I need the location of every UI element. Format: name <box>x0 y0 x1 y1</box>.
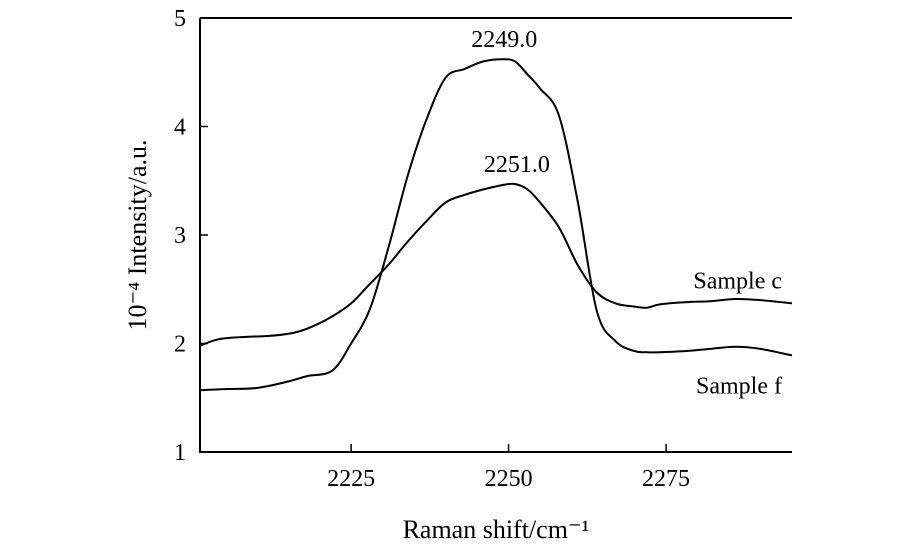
series-line-sample-c <box>199 182 793 347</box>
y-axis-title: 10⁻⁴ Intensity/a.u. <box>123 139 152 330</box>
y-tick-label: 5 <box>174 6 186 32</box>
y-tick-label: 2 <box>174 332 186 358</box>
series-line-sample-f <box>199 58 793 392</box>
x-axis-title: Raman shift/cm⁻¹ <box>403 515 590 544</box>
peak-annotation: 2251.0 <box>484 152 550 178</box>
series-label-sample-c: Sample c <box>693 268 782 294</box>
y-tick-label: 4 <box>174 115 186 141</box>
series-label-sample-f: Sample f <box>696 373 782 399</box>
peak-annotation: 2249.0 <box>471 27 537 53</box>
y-tick-label: 1 <box>174 440 186 466</box>
x-tick-label: 2275 <box>642 466 690 492</box>
x-tick-label: 2225 <box>327 466 375 492</box>
y-tick-label: 3 <box>174 223 186 249</box>
x-tick-label: 2250 <box>485 466 533 492</box>
